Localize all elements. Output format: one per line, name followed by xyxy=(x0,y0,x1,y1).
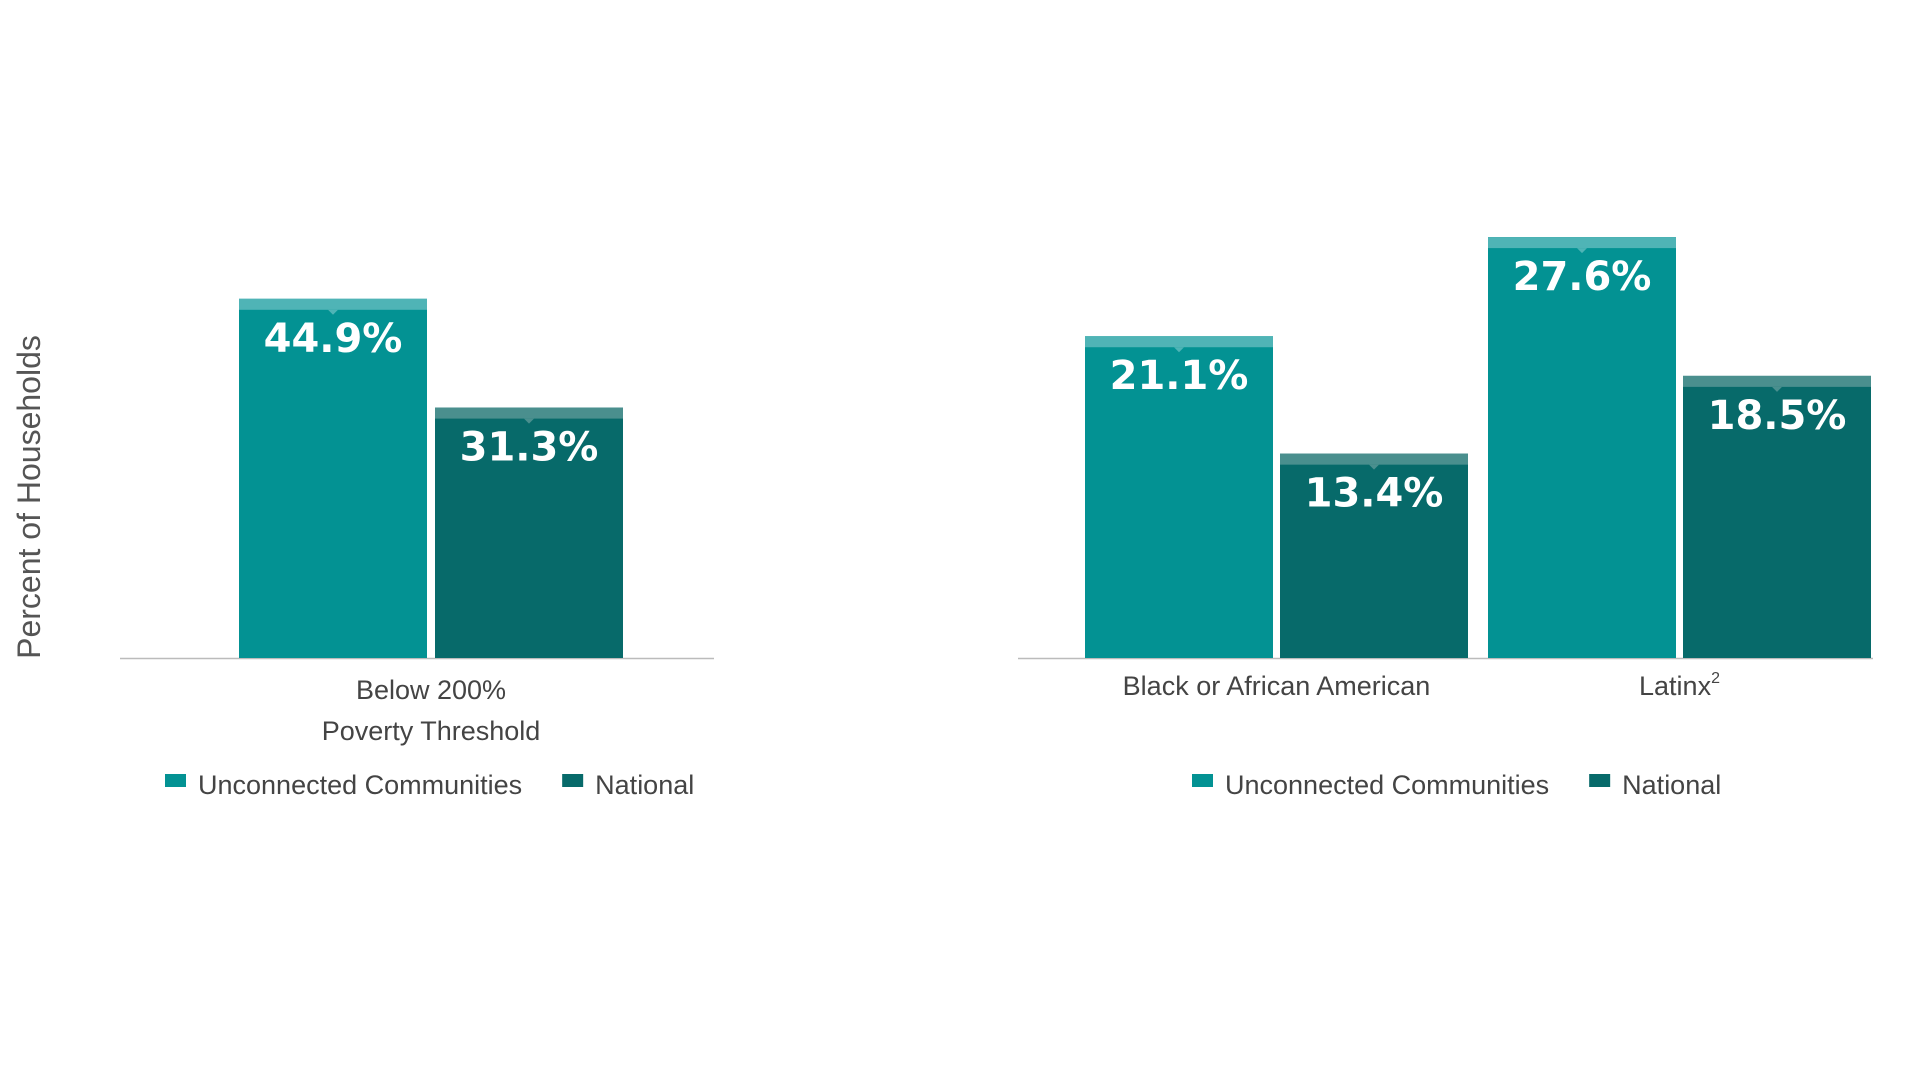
chart-panel-1: 44.9% 31.3% Below 200% Poverty Threshold Unc… xyxy=(120,298,714,800)
bar-notch xyxy=(1174,347,1184,353)
bar-unconnected xyxy=(1488,237,1676,658)
bar-notch xyxy=(1369,464,1379,470)
legend-label: National xyxy=(595,770,694,800)
bar-national xyxy=(435,407,623,658)
bar-notch xyxy=(328,309,338,315)
bar-unconnected xyxy=(239,298,427,658)
bar-national xyxy=(1683,375,1871,658)
y-axis-label: Percent of Households xyxy=(11,335,47,659)
bar-national xyxy=(1280,453,1468,658)
legend-swatch-unconnected xyxy=(1192,774,1213,787)
bar-value-label: 18.5% xyxy=(1708,393,1847,439)
legend-label: Unconnected Communities xyxy=(1225,770,1549,800)
chart-panel-2: 21.1% 13.4% Black or African American 27.6%… xyxy=(1018,237,1873,800)
bar-unconnected xyxy=(1085,336,1273,658)
bar-cap xyxy=(1683,375,1871,387)
bar-cap xyxy=(435,407,623,419)
legend-label: National xyxy=(1622,770,1721,800)
category-label: Black or African American xyxy=(1123,671,1431,701)
bar-value-label: 21.1% xyxy=(1110,353,1249,399)
legend-swatch-unconnected xyxy=(165,774,186,787)
bar-value-label: 27.6% xyxy=(1513,254,1652,300)
bar-value-label: 44.9% xyxy=(264,316,403,362)
legend-swatch-national xyxy=(1589,774,1611,787)
bar-cap xyxy=(1085,336,1273,348)
category-label: Poverty Threshold xyxy=(322,716,541,746)
bar-cap xyxy=(1488,237,1676,249)
legend-label: Unconnected Communities xyxy=(198,770,522,800)
bar-cap xyxy=(239,298,427,310)
category-label: Latinx2 xyxy=(1639,670,1720,701)
bar-notch xyxy=(1772,386,1782,392)
bar-value-label: 31.3% xyxy=(460,425,599,471)
bar-notch xyxy=(1577,248,1587,254)
bar-value-label: 13.4% xyxy=(1305,471,1444,517)
category-label: Below 200% xyxy=(356,675,506,705)
bar-notch xyxy=(524,418,534,424)
bar-cap xyxy=(1280,453,1468,465)
legend-swatch-national xyxy=(562,774,584,787)
category-superscript: 2 xyxy=(1711,670,1720,687)
